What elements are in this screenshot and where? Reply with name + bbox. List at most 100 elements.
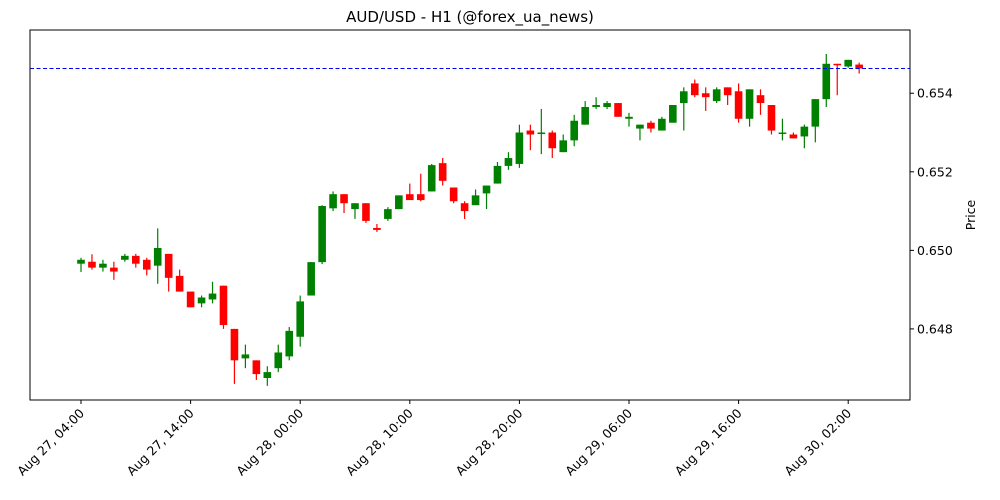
candle <box>438 158 447 186</box>
candle-body <box>701 93 710 98</box>
candle-body <box>745 89 754 119</box>
candle <box>471 189 480 206</box>
candle <box>767 105 776 135</box>
candle-body <box>723 87 732 96</box>
candle <box>197 295 206 308</box>
candle-body <box>614 103 622 117</box>
candle-body <box>690 83 699 96</box>
candle-body <box>285 330 294 357</box>
candle-body <box>164 253 173 278</box>
candle <box>526 124 535 151</box>
candle-body <box>230 328 239 361</box>
candle-body <box>669 105 677 123</box>
candle-body <box>373 227 381 230</box>
candle <box>647 120 655 133</box>
candle-body <box>855 64 863 69</box>
candle-body <box>329 194 337 209</box>
y-tick-label: 0.652 <box>917 164 953 179</box>
candle <box>625 112 633 127</box>
candle-body <box>153 247 162 266</box>
candle-body <box>658 118 666 131</box>
candles-layer <box>77 53 863 386</box>
candle <box>121 253 129 262</box>
candle-body <box>647 122 655 129</box>
candle <box>504 152 513 170</box>
candle-body <box>296 301 304 337</box>
candle <box>603 101 611 109</box>
candle <box>395 195 403 210</box>
candle-body <box>219 285 228 325</box>
candle-body <box>570 120 578 141</box>
candle-body <box>460 203 469 212</box>
candle-body <box>504 158 513 166</box>
candle-body <box>537 132 546 135</box>
candle <box>164 253 173 292</box>
candle <box>690 79 699 98</box>
candle-body <box>789 134 798 139</box>
candle-body <box>636 124 644 129</box>
candle <box>548 130 557 159</box>
x-tick-label: Aug 28, 00:00 <box>233 405 306 478</box>
candle <box>822 53 831 107</box>
candle-body <box>482 185 491 194</box>
candle-body <box>438 163 447 181</box>
candle <box>581 101 589 125</box>
candle-body <box>351 203 359 210</box>
candle <box>658 116 666 131</box>
candle <box>734 83 743 123</box>
y-tick-label: 0.648 <box>917 321 953 336</box>
candle <box>701 87 710 111</box>
candle-body <box>175 275 184 292</box>
candle <box>241 344 250 369</box>
candle-body <box>548 132 557 149</box>
candle <box>636 124 644 141</box>
candle-body <box>406 194 414 201</box>
candle <box>340 194 348 214</box>
candle-body <box>822 63 831 100</box>
candle <box>318 205 326 265</box>
x-tick-label: Aug 29, 06:00 <box>562 405 635 478</box>
candle-body <box>625 116 633 119</box>
candle-body <box>734 91 743 119</box>
candle <box>99 259 107 272</box>
candle <box>833 63 842 96</box>
candle-body <box>680 91 688 104</box>
candle <box>789 132 798 139</box>
candle <box>219 285 228 329</box>
candle-body <box>811 99 820 127</box>
x-tick-label: Aug 29, 16:00 <box>672 405 745 478</box>
candle-body <box>132 255 140 264</box>
x-tick-label: Aug 28, 10:00 <box>343 405 416 478</box>
candle-body <box>526 130 535 135</box>
candle <box>460 201 469 219</box>
candle <box>592 97 600 109</box>
candle-body <box>142 259 151 270</box>
candle-body <box>241 354 250 359</box>
candle <box>153 228 162 284</box>
candle-body <box>833 63 842 66</box>
candle-body <box>263 372 272 379</box>
candle-body <box>318 205 326 263</box>
candle-body <box>77 259 85 264</box>
y-axis: 0.648 0.650 0.652 0.654 <box>910 86 953 336</box>
candle-body <box>384 209 392 219</box>
candle <box>252 360 261 380</box>
candle-body <box>186 291 195 308</box>
candle <box>482 185 491 210</box>
candle <box>132 253 140 268</box>
candle <box>559 134 568 153</box>
candle-body <box>395 195 403 210</box>
candle <box>373 224 381 232</box>
y-tick-label: 0.650 <box>917 243 953 258</box>
candle <box>186 291 195 308</box>
candle-body <box>197 297 206 304</box>
candle-body <box>252 360 261 375</box>
candle <box>537 108 546 155</box>
candle-body <box>88 261 96 268</box>
candle <box>844 59 852 68</box>
candle <box>515 124 524 168</box>
candle <box>669 105 677 123</box>
candle-body <box>712 89 721 102</box>
candle <box>296 295 304 347</box>
candle-body <box>362 203 370 221</box>
